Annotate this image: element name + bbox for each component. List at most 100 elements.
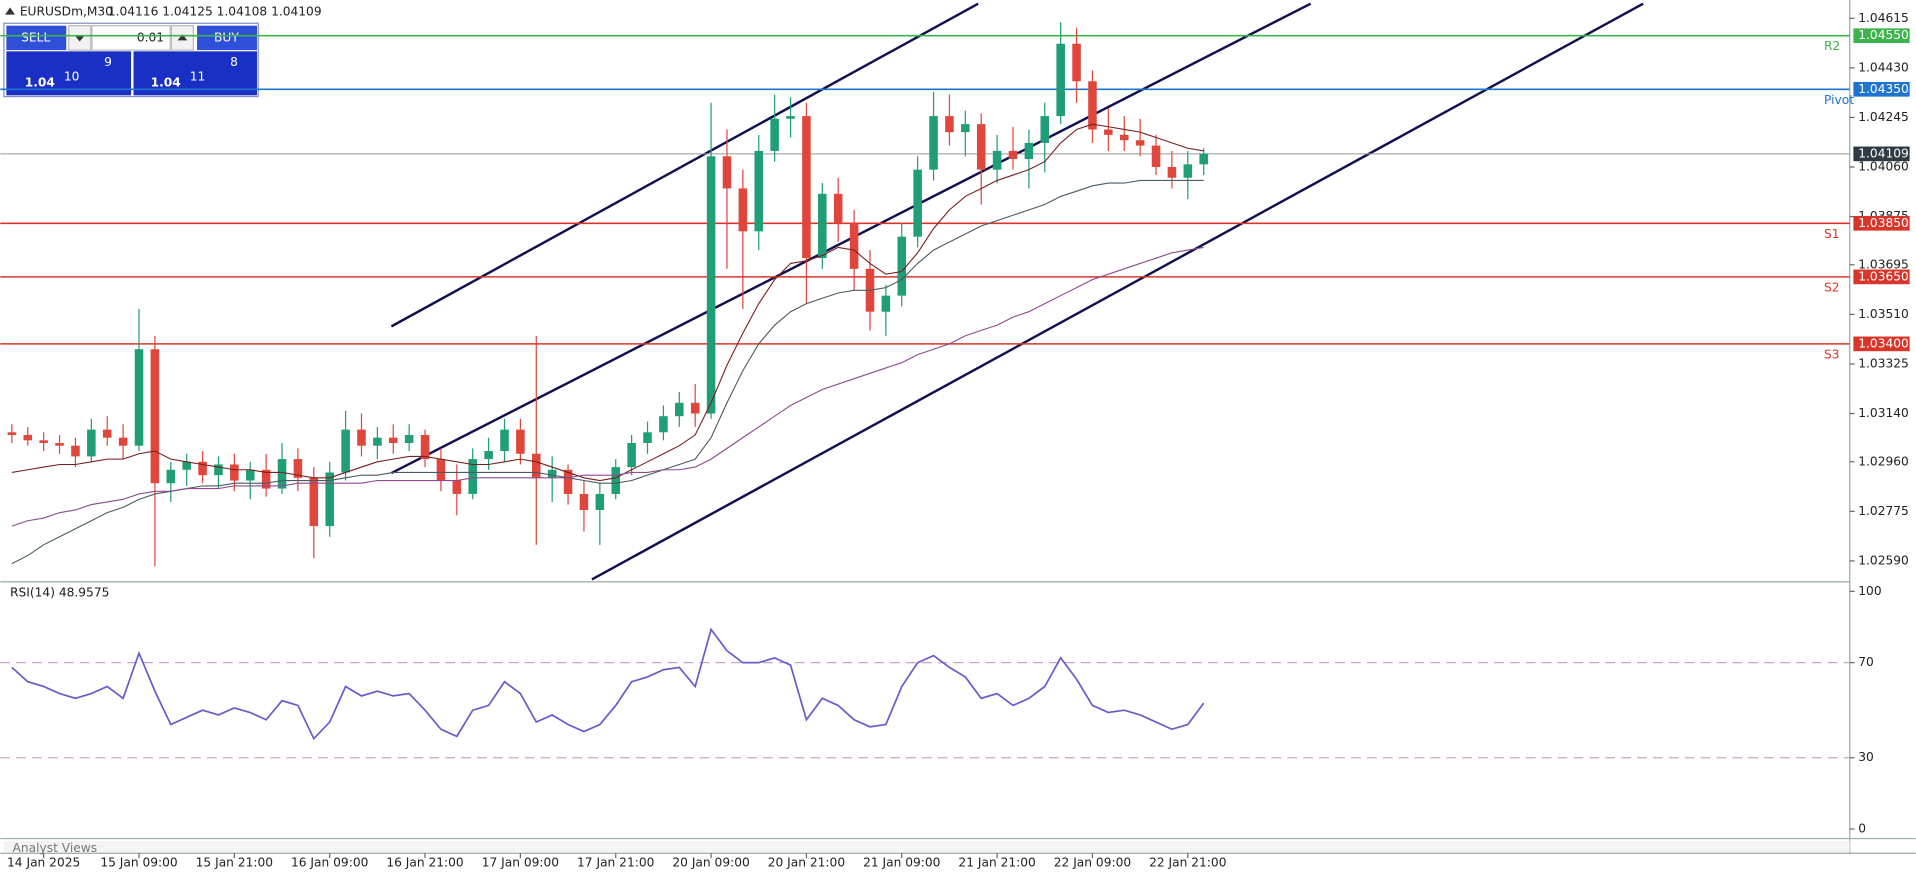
indicator-line (11, 123, 1204, 482)
candle-body (770, 118, 779, 151)
candle-body (1151, 145, 1161, 168)
x-tick-label: 17 Jan 09:00 (482, 855, 559, 869)
collapse-icon[interactable] (5, 7, 15, 15)
sell-label[interactable]: SELL (21, 30, 50, 44)
y-tick-label: 1.02960 (1858, 454, 1909, 468)
y-tick-label: 0 (1858, 822, 1866, 836)
candle-body (325, 472, 334, 527)
candle-body (706, 156, 716, 414)
sell-prefix: 1.04 (25, 76, 55, 90)
candle-body (516, 429, 525, 454)
buy-sup: 8 (230, 55, 238, 69)
candle-body (468, 459, 477, 494)
x-tick-label: 20 Jan 21:00 (768, 855, 845, 869)
current-price-label: 1.04109 (1858, 146, 1909, 160)
candle-body (277, 459, 287, 489)
candle-body (976, 124, 986, 170)
candle-body (690, 402, 700, 414)
candle-body (722, 156, 732, 189)
lot-input[interactable] (91, 25, 171, 51)
candle-body (484, 451, 493, 460)
level-name: S3 (1824, 347, 1840, 361)
candle-body (404, 434, 414, 444)
current-price-box (1853, 146, 1910, 162)
buy-prefix: 1.04 (151, 76, 181, 90)
candle-body (55, 443, 64, 446)
candle-body (595, 493, 605, 511)
buy-label[interactable]: BUY (214, 30, 239, 44)
candle-body (786, 116, 795, 119)
candle-body (643, 432, 652, 444)
level-box (1853, 28, 1910, 44)
indicator-line (11, 246, 1204, 527)
candle-body (659, 416, 668, 433)
sell-price-box[interactable] (6, 51, 132, 96)
level-name: R2 (1824, 39, 1840, 53)
candle-body (563, 469, 573, 494)
candle-body (373, 437, 382, 446)
level-name: S1 (1824, 227, 1840, 241)
y-tick-label: 1.02590 (1858, 553, 1909, 567)
candle-body (913, 169, 922, 237)
candle-body (452, 480, 462, 494)
candle-body (1056, 43, 1065, 117)
candle-body (881, 295, 891, 312)
level-box (1853, 336, 1910, 352)
indicator-line (11, 179, 1204, 565)
y-tick-label: 1.03510 (1858, 307, 1909, 321)
level-name: S2 (1824, 280, 1840, 294)
candle-body (1072, 43, 1081, 82)
x-tick-label: 22 Jan 09:00 (1054, 855, 1131, 869)
candle-body (388, 437, 398, 444)
candle-body (1199, 153, 1208, 165)
x-tick-label: 14 Jan 2025 (7, 855, 80, 869)
candle-body (87, 429, 96, 457)
candle-body (293, 459, 303, 478)
candle-body (675, 402, 684, 417)
candle-body (627, 443, 636, 468)
x-tick-label: 21 Jan 09:00 (863, 855, 940, 869)
y-tick-label: 1.04245 (1858, 110, 1909, 124)
y-tick-label: 1.04615 (1858, 11, 1909, 25)
symbol: EURUSDm,M30 (20, 5, 113, 19)
candle-body (230, 464, 239, 481)
candle-body (134, 349, 144, 446)
sell-main: 10 (64, 70, 80, 84)
candle-body (166, 469, 176, 484)
level-label: 1.03400 (1858, 336, 1909, 350)
x-tick-label: 20 Jan 09:00 (672, 855, 749, 869)
x-tick-label: 16 Jan 21:00 (386, 855, 463, 869)
x-tick-label: 16 Jan 09:00 (291, 855, 368, 869)
buy-price-box[interactable] (133, 51, 257, 96)
buy-button[interactable] (197, 25, 257, 51)
candle-body (500, 429, 509, 452)
candle-body (929, 116, 938, 170)
candle-body (1119, 134, 1129, 141)
candle-body (961, 124, 970, 133)
level-label: 1.03850 (1858, 216, 1909, 230)
candle-body (214, 464, 223, 476)
y-tick-label: 1.03325 (1858, 356, 1909, 370)
candle-body (7, 432, 17, 435)
candle-body (245, 469, 255, 481)
level-box (1853, 215, 1910, 231)
candle-body (1135, 140, 1145, 146)
candle-body (102, 429, 112, 438)
analyst-tab[interactable]: Analyst Views (12, 841, 97, 855)
sell-button[interactable] (6, 25, 67, 51)
tab-bar (3, 840, 1850, 852)
candle-body (261, 469, 271, 489)
x-tick-label: 21 Jan 21:00 (958, 855, 1035, 869)
rsi-title: RSI(14) 48.9575 (10, 585, 109, 599)
quote: 1.04116 1.04125 1.04108 1.04109 (108, 5, 322, 19)
candle-body (833, 193, 843, 224)
candle-body (420, 434, 430, 460)
candle-body (579, 493, 589, 511)
y-tick-label: 100 (1858, 584, 1881, 598)
up-arrow (177, 34, 188, 41)
lot-value[interactable]: 0.01 (137, 30, 164, 44)
candle-body (357, 429, 366, 446)
y-tick-label: 1.04430 (1858, 60, 1909, 74)
